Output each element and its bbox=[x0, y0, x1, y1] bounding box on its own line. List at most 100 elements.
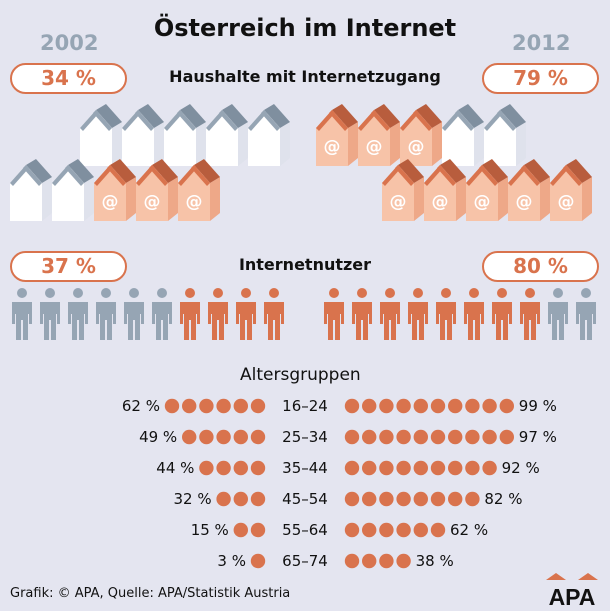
person-2012-0 bbox=[324, 288, 344, 340]
age-value-2002: 15 % bbox=[190, 521, 229, 539]
age-group-label: 16–24 bbox=[282, 397, 328, 415]
dot-2012-16–24-3 bbox=[396, 398, 411, 414]
person-2002-5 bbox=[152, 288, 172, 340]
person-2012-6 bbox=[492, 288, 512, 340]
dot-2002-35–44-0 bbox=[250, 460, 266, 476]
age-value-2012: 99 % bbox=[518, 397, 557, 415]
users-heading: Internetnutzer bbox=[238, 255, 372, 274]
person-2012-9 bbox=[576, 288, 596, 340]
house-2012-front-3: @ bbox=[508, 159, 550, 221]
age-value-2002: 44 % bbox=[156, 459, 195, 477]
house-2002-back-2 bbox=[164, 104, 206, 166]
dot-2012-65–74-3 bbox=[396, 553, 411, 569]
dot-2012-65–74-2 bbox=[379, 553, 394, 569]
age-group-label: 25–34 bbox=[282, 428, 328, 446]
dot-2012-16–24-8 bbox=[482, 398, 497, 414]
person-2012-2 bbox=[380, 288, 400, 340]
dot-2002-16–24-1 bbox=[233, 398, 248, 414]
house-2002-back-0 bbox=[80, 104, 122, 166]
dot-2012-16–24-2 bbox=[379, 398, 394, 414]
house-2002-front-3: @ bbox=[136, 159, 178, 221]
dot-2012-25–34-1 bbox=[362, 429, 377, 445]
users-2012-people bbox=[324, 288, 596, 340]
svg-text:@: @ bbox=[324, 137, 341, 157]
dot-2002-45–54-0 bbox=[250, 491, 266, 507]
dot-2012-45–54-7 bbox=[465, 491, 480, 507]
house-2002-front-1 bbox=[52, 159, 94, 221]
dot-2012-55–64-2 bbox=[379, 522, 394, 538]
age-groups-heading: Altersgruppen bbox=[240, 365, 361, 385]
house-2012-front-2: @ bbox=[466, 159, 508, 221]
dot-2012-16–24-5 bbox=[430, 398, 446, 414]
age-value-2012: 38 % bbox=[415, 552, 454, 570]
dot-2012-16–24-6 bbox=[448, 398, 463, 414]
age-group-label: 55–64 bbox=[282, 521, 328, 539]
age-value-2012: 97 % bbox=[518, 428, 557, 446]
svg-text:@: @ bbox=[366, 137, 383, 157]
dot-2002-45–54-2 bbox=[216, 491, 231, 507]
house-2012-back-2: @ bbox=[400, 104, 442, 166]
age-group-label: 45–54 bbox=[282, 490, 328, 508]
dot-2002-35–44-1 bbox=[233, 460, 248, 476]
users-2002-value: 37 % bbox=[10, 251, 127, 282]
person-2002-8 bbox=[236, 288, 256, 340]
households-2012-value: 79 % bbox=[482, 63, 599, 94]
house-2002-front-2: @ bbox=[94, 159, 136, 221]
dot-2012-25–34-4 bbox=[413, 429, 428, 445]
households-2002-houses: @ @ @ bbox=[10, 104, 290, 221]
svg-text:@: @ bbox=[102, 192, 119, 212]
person-2012-8 bbox=[548, 288, 568, 340]
dot-2012-16–24-7 bbox=[465, 398, 480, 414]
households-heading: Haushalte mit Internetzugang bbox=[169, 67, 441, 86]
person-2002-6 bbox=[180, 288, 200, 340]
dot-2002-65–74-0 bbox=[250, 553, 266, 569]
svg-text:@: @ bbox=[408, 137, 425, 157]
dot-2012-55–64-0 bbox=[344, 522, 360, 538]
chart-title: Österreich im Internet bbox=[153, 14, 457, 42]
dot-2002-25–34-3 bbox=[199, 429, 214, 445]
dot-2012-55–64-1 bbox=[362, 522, 377, 538]
age-group-label: 35–44 bbox=[282, 459, 328, 477]
dot-2012-45–54-2 bbox=[379, 491, 394, 507]
person-2012-4 bbox=[436, 288, 456, 340]
dot-2002-35–44-3 bbox=[199, 460, 214, 476]
dot-2012-25–34-3 bbox=[396, 429, 411, 445]
households-2002-value: 34 % bbox=[10, 63, 127, 94]
dot-2002-16–24-5 bbox=[164, 398, 180, 414]
dot-2012-45–54-6 bbox=[448, 491, 463, 507]
svg-text:@: @ bbox=[432, 192, 449, 212]
apa-logo: APA bbox=[546, 573, 598, 608]
age-group-label: 65–74 bbox=[282, 552, 328, 570]
dot-2012-25–34-2 bbox=[379, 429, 394, 445]
age-value-2012: 82 % bbox=[484, 490, 523, 508]
svg-text:@: @ bbox=[558, 192, 575, 212]
house-2002-back-3 bbox=[206, 104, 248, 166]
dot-2002-25–34-0 bbox=[250, 429, 266, 445]
svg-text:@: @ bbox=[186, 192, 203, 212]
users-2002-people bbox=[12, 288, 284, 340]
svg-text:@: @ bbox=[516, 192, 533, 212]
age-value-2012: 92 % bbox=[501, 459, 540, 477]
households-2012-houses: @ @ @ @ @ @ @ @ bbox=[316, 104, 592, 221]
person-2002-1 bbox=[40, 288, 60, 340]
dot-2002-25–34-1 bbox=[233, 429, 248, 445]
dot-2012-55–64-3 bbox=[396, 522, 411, 538]
dot-2002-35–44-2 bbox=[216, 460, 231, 476]
house-2002-front-0 bbox=[10, 159, 52, 221]
dot-2012-16–24-0 bbox=[344, 398, 360, 414]
age-value-2002: 49 % bbox=[139, 428, 178, 446]
dot-2002-25–34-4 bbox=[182, 429, 197, 445]
dot-2012-45–54-4 bbox=[413, 491, 428, 507]
person-2002-4 bbox=[124, 288, 144, 340]
person-2002-0 bbox=[12, 288, 32, 340]
dot-2012-35–44-7 bbox=[465, 460, 480, 476]
dot-2012-16–24-4 bbox=[413, 398, 428, 414]
dot-2002-16–24-4 bbox=[182, 398, 197, 414]
person-2012-5 bbox=[464, 288, 484, 340]
dot-2012-35–44-6 bbox=[448, 460, 463, 476]
person-2002-2 bbox=[68, 288, 88, 340]
person-2002-7 bbox=[208, 288, 228, 340]
house-2002-back-4 bbox=[248, 104, 290, 166]
